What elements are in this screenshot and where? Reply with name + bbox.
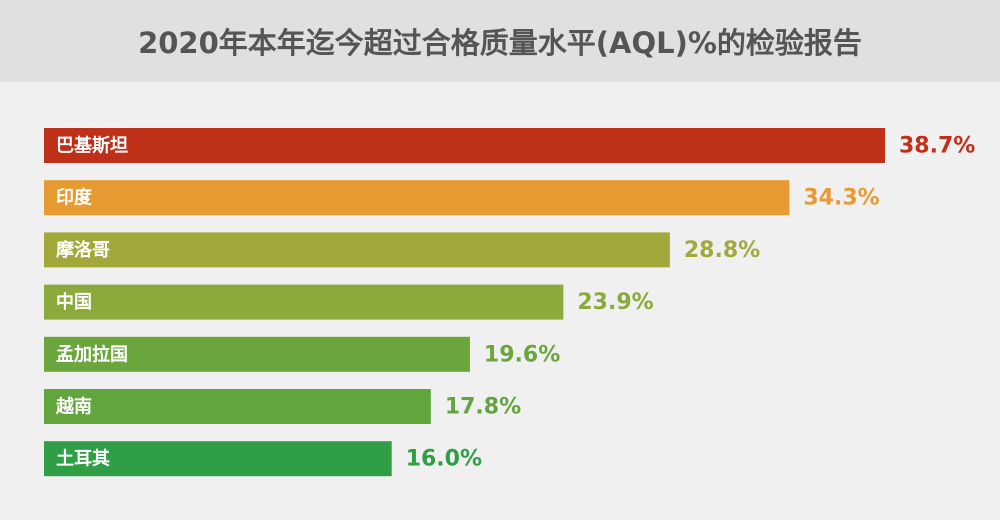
category-label: 摩洛哥 (56, 239, 110, 261)
bar (44, 389, 431, 424)
value-label: 23.9% (577, 290, 653, 315)
value-label: 34.3% (803, 186, 879, 211)
bar (44, 128, 885, 163)
bar (44, 284, 564, 320)
value-label: 17.8% (445, 395, 521, 420)
chart-title: 2020年本年迄今超过合格质量水平(AQL)%的检验报告 (138, 26, 862, 60)
bar (44, 336, 470, 372)
category-label: 印度 (56, 187, 93, 209)
category-label: 巴基斯坦 (56, 135, 128, 157)
bar (44, 180, 790, 216)
bar (44, 441, 392, 477)
value-label: 38.7% (899, 134, 975, 159)
value-label: 19.6% (484, 342, 560, 367)
value-label: 28.8% (684, 238, 760, 263)
title-band (0, 0, 1000, 82)
category-label: 土耳其 (56, 449, 110, 470)
category-label: 孟加拉国 (56, 343, 128, 365)
bar (44, 232, 670, 268)
category-label: 越南 (55, 396, 92, 418)
value-label: 16.0% (406, 447, 482, 472)
category-label: 中国 (56, 291, 92, 313)
